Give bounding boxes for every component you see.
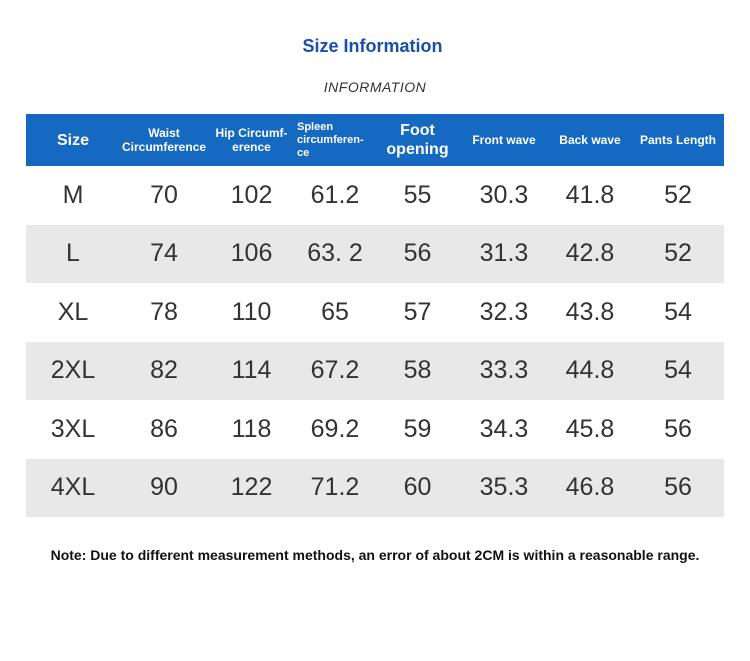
value-cell: 45.8 <box>565 414 615 443</box>
value-cell: 114 <box>208 341 295 400</box>
table-row: M 70 102 61.2 55 30.3 41.8 52 <box>26 166 724 225</box>
header-line: opening <box>386 141 449 158</box>
header-row: Size Waist Circumference Hip Circumf-erence… <box>26 114 724 166</box>
value-cell: 71.2 <box>295 458 375 517</box>
value-cell: 42.8 <box>548 224 632 283</box>
value-cell: 110 <box>231 297 272 326</box>
value-cell: 41.8 <box>565 180 615 209</box>
value-cell: 106 <box>208 224 295 283</box>
value-cell: 78 <box>150 297 178 326</box>
header-line: Pants Length <box>639 133 716 147</box>
subtitle: INFORMATION <box>323 79 427 95</box>
value-cell: 35.3 <box>460 458 548 517</box>
value-cell: 59 <box>403 414 432 443</box>
column-header: Foot opening <box>375 114 460 166</box>
value-cell: 31.3 <box>460 224 548 283</box>
value-cell: 118 <box>231 414 272 443</box>
size-table: Size Waist Circumference Hip Circumf-erence… <box>26 114 724 517</box>
value-cell: 60 <box>375 458 460 517</box>
table-row: 4XL 90 122 71.2 60 35.3 46.8 56 <box>26 458 724 517</box>
size-cell: L <box>26 224 120 283</box>
value-cell: 55 <box>403 180 432 209</box>
column-header: Pants Length <box>632 114 724 166</box>
value-cell: 90 <box>120 458 208 517</box>
header-line: Circumference <box>122 140 207 154</box>
header-line: Hip Circumf- <box>215 126 288 140</box>
value-cell: 63. 2 <box>295 224 375 283</box>
column-header: Waist Circumference <box>120 114 208 166</box>
value-cell: 30.3 <box>479 180 529 209</box>
value-cell: 34.3 <box>479 414 529 443</box>
value-cell: 61.2 <box>310 180 360 209</box>
column-header: Spleen circumferen-ce <box>295 114 375 166</box>
value-cell: 32.3 <box>479 297 529 326</box>
value-cell: 33.3 <box>460 341 548 400</box>
title: Size Information <box>302 36 443 56</box>
column-header: Hip Circumf-erence <box>208 114 295 166</box>
value-cell: 43.8 <box>565 297 615 326</box>
value-cell: 86 <box>150 414 178 443</box>
table-row: 2XL 82 114 67.2 58 33.3 44.8 54 <box>26 341 724 400</box>
header-line: Size <box>56 131 89 149</box>
value-cell: 56 <box>664 414 692 443</box>
header-line: Back wave <box>559 133 621 147</box>
header-line: erence <box>232 140 271 154</box>
size-cell: XL <box>57 297 89 326</box>
size-cell: 3XL <box>50 414 96 443</box>
value-cell: 52 <box>632 224 724 283</box>
value-cell: 65 <box>321 297 349 326</box>
size-cell: 2XL <box>26 341 120 400</box>
value-cell: 102 <box>230 180 273 209</box>
table-row: L 74 106 63. 2 56 31.3 42.8 52 <box>26 224 724 283</box>
column-header: Size <box>26 114 120 166</box>
value-cell: 67.2 <box>295 341 375 400</box>
value-cell: 82 <box>120 341 208 400</box>
value-cell: 46.8 <box>548 458 632 517</box>
value-cell: 54 <box>664 297 692 326</box>
value-cell: 56 <box>632 458 724 517</box>
value-cell: 56 <box>375 224 460 283</box>
value-cell: 54 <box>632 341 724 400</box>
value-cell: 74 <box>120 224 208 283</box>
value-cell: 52 <box>664 180 692 209</box>
value-cell: 69.2 <box>310 414 360 443</box>
value-cell: 57 <box>403 297 432 326</box>
column-header: Front wave <box>460 114 548 166</box>
header-line: circumferen- <box>297 133 364 146</box>
column-header: Back wave <box>548 114 632 166</box>
header-line: Spleen <box>297 120 334 133</box>
header-line: Foot <box>400 122 435 139</box>
note: Note: Due to different measurement metho… <box>50 547 700 563</box>
header-line: Front wave <box>472 133 536 147</box>
header-line: Waist <box>148 126 180 140</box>
header-line: ce <box>297 146 310 159</box>
table-row: XL 78 110 65 57 32.3 43.8 54 <box>26 283 724 342</box>
value-cell: 122 <box>208 458 295 517</box>
size-cell: 4XL <box>26 458 120 517</box>
value-cell: 58 <box>375 341 460 400</box>
value-cell: 70 <box>150 180 178 209</box>
table-row: 3XL 86 118 69.2 59 34.3 45.8 56 <box>26 400 724 459</box>
size-cell: M <box>62 180 84 209</box>
value-cell: 44.8 <box>548 341 632 400</box>
